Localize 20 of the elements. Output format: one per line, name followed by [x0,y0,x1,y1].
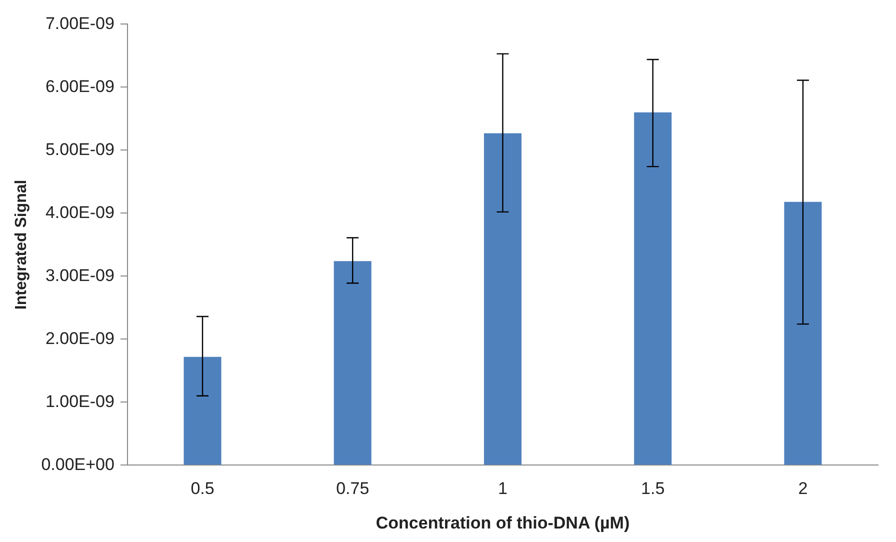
bar [334,261,372,465]
bar [184,356,222,465]
y-tick-label: 3.00E-09 [45,266,114,285]
y-axis-title: Integrated Signal [13,180,30,310]
x-axis-title: Concentration of thio-DNA (µM) [376,513,630,532]
x-tick-label: 0.75 [336,479,370,498]
y-tick-label: 4.00E-09 [45,202,114,222]
y-tick-label: 2.00E-09 [45,328,114,348]
x-tick-label: 2 [798,479,808,498]
x-tick-label: 1 [498,479,508,498]
x-tick-label: 0.5 [190,479,214,498]
y-tick-label: 0.00E+00 [41,454,114,474]
bar [784,202,822,465]
x-tick-label: 1.5 [641,479,665,498]
bar [484,133,522,465]
y-tick-label: 5.00E-09 [45,140,114,159]
y-tick-label: 1.00E-09 [45,392,114,411]
y-tick-label: 7.00E-09 [45,14,114,33]
bar [634,112,672,465]
y-tick-label: 6.00E-09 [45,76,114,96]
